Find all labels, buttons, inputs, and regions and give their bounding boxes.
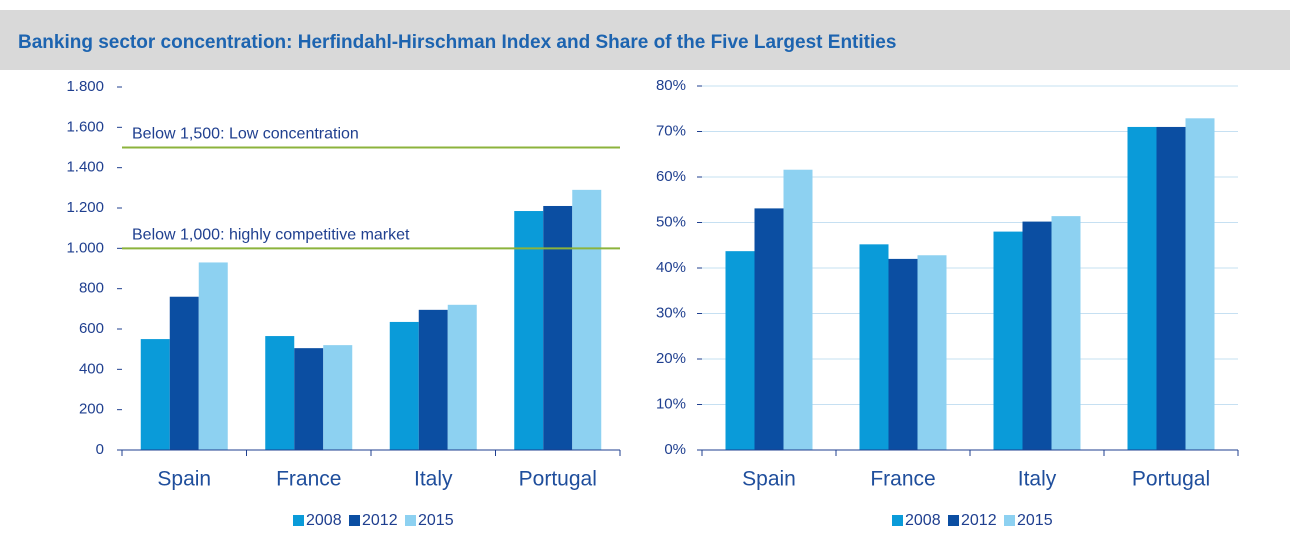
y-tick-label: 60% bbox=[656, 168, 686, 185]
y-tick-label: 40% bbox=[656, 259, 686, 276]
legend-swatch bbox=[349, 515, 360, 526]
y-tick-label: 30% bbox=[656, 304, 686, 321]
legend-label: 2008 bbox=[306, 512, 342, 529]
y-tick-label: 1.800 bbox=[66, 78, 104, 95]
bar bbox=[198, 262, 228, 450]
y-tick-label: 20% bbox=[656, 350, 686, 367]
y-tick-label: 1.600 bbox=[66, 118, 104, 135]
bar bbox=[783, 169, 813, 450]
page-title: Banking sector concentration: Herfindahl… bbox=[18, 32, 896, 53]
bar bbox=[993, 231, 1023, 450]
bar bbox=[572, 189, 602, 450]
bar bbox=[294, 348, 324, 450]
y-tick-label: 800 bbox=[79, 280, 104, 297]
bar bbox=[389, 321, 419, 450]
y-tick-label: 1.000 bbox=[66, 239, 104, 256]
bar bbox=[1185, 118, 1215, 451]
legend-label: 2012 bbox=[961, 512, 997, 529]
reference-label: Below 1,500: Low concentration bbox=[132, 126, 359, 143]
bar bbox=[418, 309, 448, 450]
y-tick-label: 70% bbox=[656, 122, 686, 139]
legend-label: 2015 bbox=[1017, 512, 1053, 529]
bar bbox=[1156, 126, 1186, 450]
legend-swatch bbox=[293, 515, 304, 526]
y-tick-label: 400 bbox=[79, 360, 104, 377]
y-tick-label: 50% bbox=[656, 213, 686, 230]
bar bbox=[140, 339, 170, 450]
legend-swatch bbox=[948, 515, 959, 526]
x-tick-label: France bbox=[870, 468, 935, 491]
x-tick-label: Spain bbox=[157, 468, 211, 491]
y-tick-label: 1.400 bbox=[66, 159, 104, 176]
header-bar bbox=[0, 10, 1290, 70]
bar bbox=[323, 345, 353, 450]
y-tick-label: 0% bbox=[664, 441, 686, 458]
y-tick-label: 600 bbox=[79, 320, 104, 337]
bar bbox=[543, 205, 573, 450]
bar bbox=[447, 304, 477, 450]
x-tick-label: France bbox=[276, 468, 341, 491]
y-tick-label: 80% bbox=[656, 77, 686, 94]
bar bbox=[1127, 126, 1157, 450]
bar bbox=[917, 255, 947, 450]
bar bbox=[754, 208, 784, 450]
legend-swatch bbox=[1004, 515, 1015, 526]
legend-label: 2015 bbox=[418, 512, 454, 529]
y-tick-label: 0 bbox=[96, 441, 104, 458]
y-tick-label: 200 bbox=[79, 401, 104, 418]
x-tick-label: Italy bbox=[414, 468, 453, 491]
x-tick-label: Portugal bbox=[1132, 468, 1210, 491]
bar bbox=[859, 244, 889, 450]
bar bbox=[169, 296, 199, 450]
bar bbox=[725, 251, 755, 450]
y-tick-label: 1.200 bbox=[66, 199, 104, 216]
legend-label: 2012 bbox=[362, 512, 398, 529]
bar bbox=[265, 336, 295, 450]
x-tick-label: Portugal bbox=[519, 468, 597, 491]
legend-swatch bbox=[405, 515, 416, 526]
y-tick-label: 10% bbox=[656, 395, 686, 412]
legend-label: 2008 bbox=[905, 512, 941, 529]
bar bbox=[1051, 216, 1081, 450]
x-tick-label: Italy bbox=[1018, 468, 1057, 491]
reference-label: Below 1,000: highly competitive market bbox=[132, 227, 410, 244]
x-tick-label: Spain bbox=[742, 468, 796, 491]
bar bbox=[1022, 221, 1052, 450]
legend-swatch bbox=[892, 515, 903, 526]
bar bbox=[888, 258, 918, 450]
bar bbox=[514, 211, 544, 450]
